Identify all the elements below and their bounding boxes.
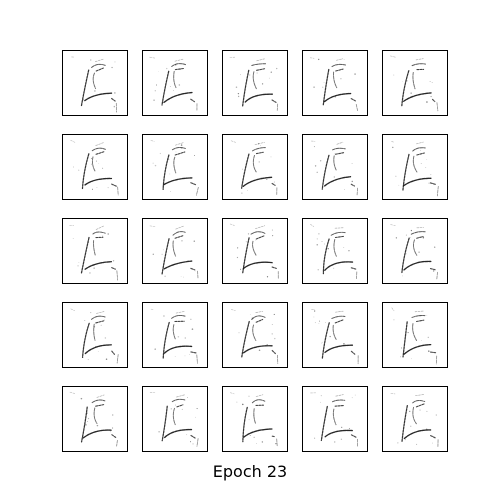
sample-panel	[382, 134, 448, 200]
generated-glyph-sample-icon	[231, 309, 279, 364]
generated-glyph-sample-icon	[69, 391, 118, 447]
generated-glyph-sample-icon	[229, 56, 279, 111]
sample-panel	[302, 50, 368, 116]
sample-panel	[382, 302, 448, 368]
generated-glyph-sample-icon	[311, 140, 358, 197]
epoch-caption: Epoch 23	[212, 462, 288, 481]
sample-panel	[142, 302, 208, 368]
sample-panel	[302, 302, 368, 368]
generated-glyph-sample-icon	[391, 307, 438, 365]
sample-panel	[142, 50, 208, 116]
generated-glyph-sample-icon	[150, 308, 198, 364]
generated-glyph-sample-icon	[149, 392, 199, 447]
sample-panel	[222, 302, 288, 368]
generated-glyph-sample-icon	[390, 55, 439, 112]
sample-panel	[382, 386, 448, 452]
sample-panel	[222, 50, 288, 116]
generated-glyph-sample-icon	[310, 224, 358, 280]
sample-panel	[62, 50, 128, 116]
sample-panel	[382, 218, 448, 284]
sample-panel	[222, 386, 288, 452]
sample-panel	[62, 218, 128, 284]
generated-glyph-sample-icon	[229, 223, 279, 279]
generated-glyph-sample-icon	[310, 392, 358, 448]
sample-panel	[62, 302, 128, 368]
generated-glyph-sample-icon	[149, 225, 199, 279]
generated-glyph-sample-icon	[70, 139, 119, 196]
generated-glyph-sample-icon	[69, 225, 119, 281]
generated-glyph-sample-icon	[70, 308, 119, 364]
sample-panel	[62, 386, 128, 452]
generated-glyph-sample-icon	[149, 56, 198, 111]
sample-panel	[222, 134, 288, 200]
generated-glyph-sample-icon	[71, 56, 117, 113]
generated-glyph-sample-icon	[230, 140, 278, 196]
generated-glyph-sample-icon	[391, 141, 439, 197]
sample-panel	[302, 386, 368, 452]
sample-panel	[382, 50, 448, 116]
sample-panel	[62, 134, 128, 200]
generated-glyph-sample-icon	[311, 309, 359, 365]
generated-glyph-sample-icon	[309, 57, 358, 111]
sample-panel	[222, 218, 288, 284]
generated-glyph-sample-icon	[390, 392, 439, 448]
sample-panel	[142, 134, 208, 200]
sample-grid	[62, 50, 454, 452]
sample-panel	[142, 218, 208, 284]
sample-panel	[302, 134, 368, 200]
sample-panel	[142, 386, 208, 452]
sample-panel	[302, 218, 368, 284]
generated-glyph-sample-icon	[390, 224, 438, 280]
generated-glyph-sample-icon	[230, 392, 278, 447]
generated-glyph-sample-icon	[150, 140, 199, 196]
